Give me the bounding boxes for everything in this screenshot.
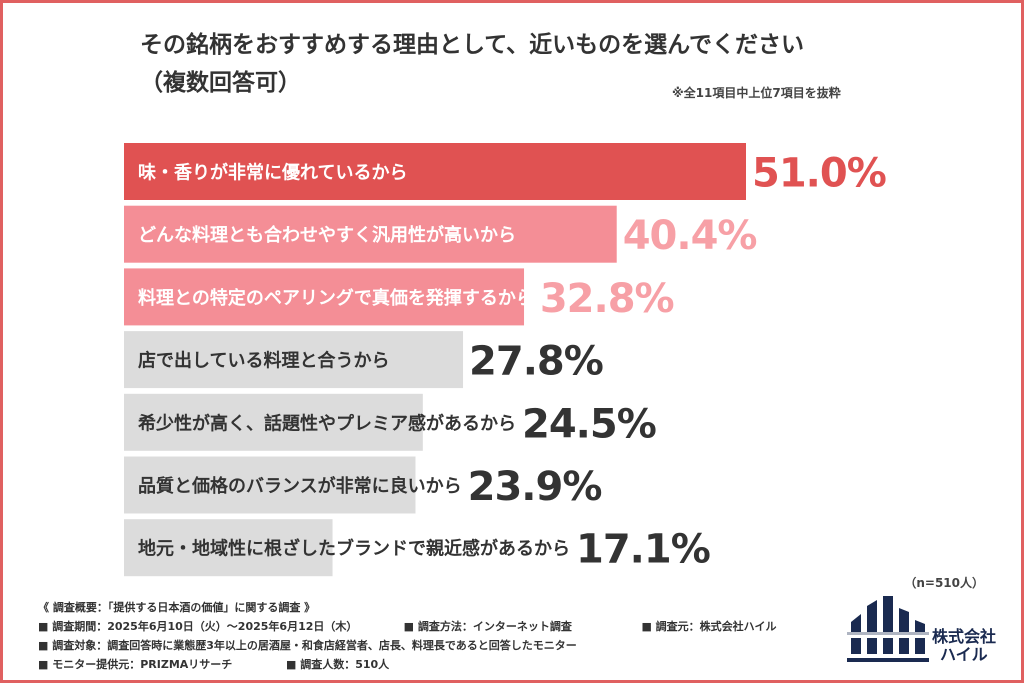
survey-title: 《 調査概要：「提供する日本酒の価値」に関する調査 》 (38, 601, 316, 614)
bar-label-5: 希少性が高く、話題性やプレミア感があるから (138, 412, 516, 434)
bar-label-4: 店で出している料理と合うから (138, 350, 389, 372)
bar-2 (124, 205, 617, 263)
logo-line1: 株式会社 (932, 627, 997, 646)
bar-label-3: 料理との特定のペアリングで真価を発揮するから (138, 287, 534, 309)
bar-label-7: 地元・地域性に根ざしたブランドで親近感があるから (138, 538, 570, 560)
survey-target: ■ 調査対象：調査回答時に業態歴3年以上の居酒屋・和食店経営者、店長、料理長であ… (38, 639, 577, 652)
logo-line2: ハイル (940, 645, 988, 664)
survey-provider: ■ モニター提供元：PRIZMAリサーチ (38, 658, 233, 671)
bar-label-2: どんな料理とも合わせやすく汎用性が高いから (138, 224, 516, 246)
bar-label-6: 品質と価格のバランスが非常に良いから (138, 475, 462, 497)
bar-5 (124, 393, 423, 451)
bar-value-4: 27.8% (469, 339, 603, 385)
bar-chart: 味・香りが非常に優れているから 51.0% どんな料理とも合わせやすく汎用性が高いか… (124, 143, 887, 577)
sample-size: （n=510人） (904, 576, 984, 590)
bar-6 (124, 456, 416, 514)
bar-label-1: 味・香りが非常に優れているから (138, 162, 407, 184)
bar-4 (124, 331, 464, 389)
bar-value-3: 32.8% (540, 276, 674, 322)
survey-period: ■ 調査期間：2025年6月10日（火）〜2025年6月12日（木） (38, 620, 358, 633)
bar-1 (124, 143, 746, 200)
bar-value-6: 23.9% (468, 464, 602, 510)
survey-source: ■ 調査元：株式会社ハイル (641, 620, 777, 633)
chart-note: ※全11項目中上位7項目を抜粋 (672, 86, 841, 100)
survey-method: ■ 調査方法：インターネット調査 (403, 620, 572, 633)
bar-value-5: 24.5% (522, 401, 656, 447)
company-logo-text: 株式会社 ハイル (932, 628, 996, 664)
bar-3 (124, 268, 525, 326)
chart-title: その銘柄をおすすめする理由として、近いものを選んでください （複数回答可） (140, 26, 940, 102)
chart-title-line2: （複数回答可） (140, 70, 301, 96)
chart-title-line1: その銘柄をおすすめする理由として、近いものを選んでください (140, 32, 805, 58)
bar-value-7: 17.1% (576, 527, 710, 573)
survey-count: ■ 調査人数：510人 (286, 658, 390, 671)
survey-overview: 《 調査概要：「提供する日本酒の価値」に関する調査 》 ■ 調査期間：2025年… (38, 598, 838, 674)
bar-value-1: 51.0% (752, 151, 886, 197)
bar-7 (124, 519, 333, 577)
bar-value-2: 40.4% (623, 213, 757, 259)
haile-logo-icon (847, 596, 929, 662)
